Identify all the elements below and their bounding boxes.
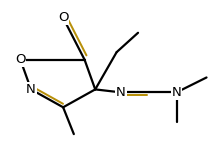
- Text: N: N: [172, 86, 181, 99]
- Text: N: N: [26, 83, 36, 96]
- Text: O: O: [58, 11, 68, 24]
- Text: N: N: [116, 86, 126, 99]
- Text: O: O: [15, 53, 26, 66]
